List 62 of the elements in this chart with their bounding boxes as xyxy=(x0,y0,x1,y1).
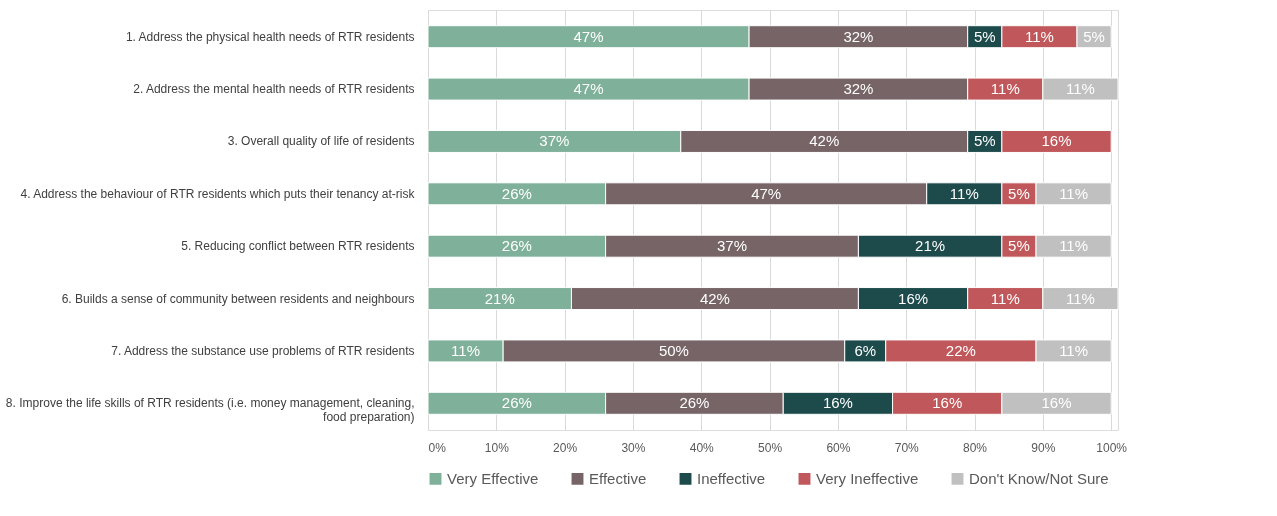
x-tick-label: 60% xyxy=(826,440,851,455)
data-label: 26% xyxy=(679,394,710,412)
y-tick-label: 1. Address the physical health needs of RTR residents xyxy=(125,29,415,44)
y-tick-label: 5. Reducing conflict between RTR residents xyxy=(181,239,415,254)
data-label: 5% xyxy=(973,132,996,150)
legend-label: Don't Know/Not Sure xyxy=(969,469,1109,487)
y-tick-label: 8. Improve the life skills of RTR residents (i.e. money management, cleaning, food preparation) xyxy=(5,396,415,425)
x-tick-label: 0% xyxy=(428,440,447,455)
data-label: 37% xyxy=(716,237,748,255)
x-tick-label: 80% xyxy=(963,440,988,455)
data-label: 26% xyxy=(501,394,532,412)
legend-label: Very Ineffective xyxy=(816,469,919,487)
data-label: 5% xyxy=(1083,27,1105,45)
x-tick-label: 40% xyxy=(689,440,715,455)
data-label: 47% xyxy=(573,80,604,98)
data-label: 5% xyxy=(973,27,996,45)
data-label: 26% xyxy=(501,237,532,255)
x-tick-label: 20% xyxy=(553,440,578,455)
y-tick-label: 6. Builds a sense of community between residents and neighbours xyxy=(61,291,415,306)
x-tick-label: 10% xyxy=(484,440,510,455)
data-label: 32% xyxy=(843,80,874,98)
x-tick-label: 50% xyxy=(758,440,783,455)
data-label: 11% xyxy=(1065,289,1095,307)
x-tick-label: 90% xyxy=(1031,440,1056,455)
data-label: 16% xyxy=(822,394,853,412)
x-tick-label: 100% xyxy=(1096,440,1128,455)
data-label: 21% xyxy=(915,237,946,255)
data-label: 11% xyxy=(1065,80,1095,98)
data-label: 5% xyxy=(1008,184,1030,202)
data-label: 11% xyxy=(990,80,1020,98)
data-label: 42% xyxy=(699,289,730,307)
data-label: 11% xyxy=(949,184,979,202)
legend-label: Effective xyxy=(589,469,647,487)
data-label: 26% xyxy=(501,184,532,202)
x-tick-label: 30% xyxy=(621,440,646,455)
data-label: 50% xyxy=(658,341,689,359)
data-label: 6% xyxy=(854,341,877,359)
legend-label: Very Effective xyxy=(447,469,539,487)
data-label: 16% xyxy=(1041,132,1072,150)
data-label: 32% xyxy=(843,27,874,45)
data-label: 47% xyxy=(751,184,782,202)
data-label: 16% xyxy=(1041,394,1072,412)
legend-label: Ineffective xyxy=(697,469,766,487)
data-label: 11% xyxy=(1024,27,1054,45)
y-tick-label: 3. Overall quality of life of residents xyxy=(227,134,415,149)
data-label: 16% xyxy=(932,394,963,412)
y-tick-label: 2. Address the mental health needs of RTR residents xyxy=(133,82,415,97)
data-label: 11% xyxy=(1059,184,1089,202)
data-label: 22% xyxy=(945,341,976,359)
data-label: 11% xyxy=(990,289,1020,307)
data-label: 37% xyxy=(539,132,570,150)
data-label: 11% xyxy=(1059,237,1089,255)
data-label: 21% xyxy=(484,289,515,307)
y-tick-label: 4. Address the behaviour of RTR residents which puts their tenancy at-risk xyxy=(20,186,416,201)
data-label: 47% xyxy=(573,27,604,45)
data-label: 11% xyxy=(451,341,481,359)
data-label: 5% xyxy=(1008,237,1030,255)
y-tick-label: 7. Address the substance use problems of RTR residents xyxy=(111,343,415,358)
x-tick-label: 70% xyxy=(894,440,920,455)
data-label: 42% xyxy=(809,132,840,150)
data-label: 11% xyxy=(1059,341,1089,359)
data-label: 16% xyxy=(898,289,929,307)
